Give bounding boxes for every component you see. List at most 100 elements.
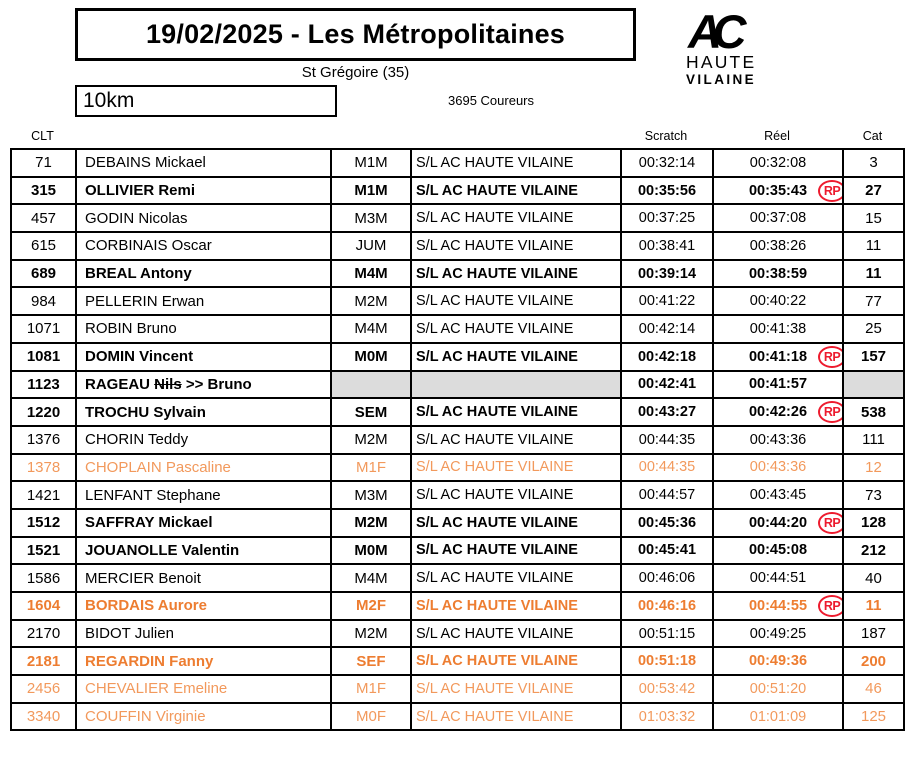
- rank-overall-cell: 457: [10, 203, 77, 234]
- runner-name-cell: CHORIN Teddy: [75, 424, 332, 455]
- category-code-cell: M2F: [330, 591, 412, 621]
- real-time-cell: 00:37:08: [712, 203, 844, 234]
- table-row: 1421 LENFANT Stephane M3M S/L AC HAUTE VILA…: [10, 480, 905, 510]
- logo-vilaine-text: VILAINE: [686, 71, 757, 87]
- scratch-time-cell: 00:45:41: [620, 535, 714, 566]
- club-logo: AC HAUTE VILAINE: [686, 5, 796, 87]
- scratch-time-cell: 00:44:57: [620, 480, 714, 510]
- real-time-cell: 00:49:25: [712, 618, 844, 649]
- rp-record-badge: RP: [818, 401, 841, 424]
- rank-overall-cell: 1071: [10, 314, 77, 344]
- rank-category-cell: 11: [842, 591, 905, 621]
- column-header-cat: Cat: [862, 129, 883, 143]
- category-code-cell: M3M: [330, 203, 412, 234]
- rank-overall-cell: 315: [10, 175, 77, 206]
- category-code-cell: M0F: [330, 701, 412, 732]
- runner-name-cell: RAGEAU Nils >> Bruno: [75, 369, 332, 400]
- runner-name-cell: DOMIN Vincent: [75, 341, 332, 372]
- logo-haute-text: HAUTE: [686, 52, 757, 73]
- runner-name-cell: OLLIVIER Remi: [75, 175, 332, 206]
- rank-category-cell: 46: [842, 674, 905, 704]
- category-code-cell: M0M: [330, 341, 412, 372]
- scratch-time-cell: 01:03:32: [620, 701, 714, 732]
- real-time-cell: 00:45:08: [712, 535, 844, 566]
- runner-name-cell: JOUANOLLE Valentin: [75, 535, 332, 566]
- scratch-time-cell: 00:32:14: [620, 148, 714, 178]
- table-row: 315 OLLIVIER Remi M1M S/L AC HAUTE VILAINE 0…: [10, 175, 905, 206]
- runner-name-cell: REGARDIN Fanny: [75, 646, 332, 677]
- club-cell: S/L AC HAUTE VILAINE: [410, 314, 622, 344]
- runner-name-cell: CORBINAIS Oscar: [75, 231, 332, 261]
- club-cell: S/L AC HAUTE VILAINE: [410, 507, 622, 538]
- results-table: 71 DEBAINS Mickael M1M S/L AC HAUTE VILAINE…: [10, 148, 905, 732]
- scratch-time-cell: 00:46:16: [620, 591, 714, 621]
- rank-category-cell: 128: [842, 507, 905, 538]
- scratch-time-cell: 00:39:14: [620, 258, 714, 289]
- rank-category-cell: 157: [842, 341, 905, 372]
- rank-category-cell: 111: [842, 424, 905, 455]
- scratch-time-cell: 00:51:15: [620, 618, 714, 649]
- rank-overall-cell: 2181: [10, 646, 77, 677]
- club-cell: S/L AC HAUTE VILAINE: [410, 563, 622, 593]
- logo-ac-monogram: AC: [688, 5, 746, 58]
- real-time-cell: 00:43:45: [712, 480, 844, 510]
- runner-name-cell: CHOPLAIN Pascaline: [75, 452, 332, 483]
- club-cell: S/L AC HAUTE VILAINE: [410, 341, 622, 372]
- club-cell: S/L AC HAUTE VILAINE: [410, 286, 622, 317]
- rank-overall-cell: 1123: [10, 369, 77, 400]
- runner-name-cell: BORDAIS Aurore: [75, 591, 332, 621]
- runner-name-cell: DEBAINS Mickael: [75, 148, 332, 178]
- real-time-cell: 00:40:22: [712, 286, 844, 317]
- table-row: 1512 SAFFRAY Mickael M2M S/L AC HAUTE VILAI…: [10, 507, 905, 538]
- club-cell: S/L AC HAUTE VILAINE: [410, 148, 622, 178]
- table-row: 1376 CHORIN Teddy M2M S/L AC HAUTE VILAINE 0…: [10, 424, 905, 455]
- real-time-cell: 00:43:36: [712, 452, 844, 483]
- real-time-cell: 00:49:36: [712, 646, 844, 677]
- table-row: 1123 RAGEAU Nils >> Bruno 00:42:41 00:41:57: [10, 369, 905, 400]
- table-row: 615 CORBINAIS Oscar JUM S/L AC HAUTE VILAIN…: [10, 231, 905, 261]
- rp-record-badge: RP: [818, 179, 841, 202]
- category-code-cell: M1M: [330, 148, 412, 178]
- real-time-cell: 00:35:43 RP: [712, 175, 844, 206]
- real-time-cell: 00:38:59: [712, 258, 844, 289]
- category-code-cell: M2M: [330, 507, 412, 538]
- event-location: St Grégoire (35): [301, 64, 410, 81]
- distance-box: 10km: [75, 85, 337, 117]
- rank-overall-cell: 1081: [10, 341, 77, 372]
- rank-category-cell: 25: [842, 314, 905, 344]
- category-code-cell: M2M: [330, 618, 412, 649]
- category-code-cell: [330, 369, 412, 400]
- table-row: 1586 MERCIER Benoit M4M S/L AC HAUTE VILAIN…: [10, 563, 905, 593]
- rank-category-cell: 11: [842, 231, 905, 261]
- rank-category-cell: 538: [842, 397, 905, 427]
- table-row: 689 BREAL Antony M4M S/L AC HAUTE VILAINE 00…: [10, 258, 905, 289]
- real-time-cell: 00:43:36: [712, 424, 844, 455]
- real-time-cell: 00:38:26: [712, 231, 844, 261]
- category-code-cell: M4M: [330, 314, 412, 344]
- rank-category-cell: 12: [842, 452, 905, 483]
- runner-name-cell: CHEVALIER Emeline: [75, 674, 332, 704]
- category-code-cell: M3M: [330, 480, 412, 510]
- category-code-cell: M4M: [330, 563, 412, 593]
- table-row: 1521 JOUANOLLE Valentin M0M S/L AC HAUTE VI…: [10, 535, 905, 566]
- rank-overall-cell: 2170: [10, 618, 77, 649]
- rank-overall-cell: 1521: [10, 535, 77, 566]
- real-time-cell: 00:44:20 RP: [712, 507, 844, 538]
- rank-category-cell: 200: [842, 646, 905, 677]
- club-cell: S/L AC HAUTE VILAINE: [410, 480, 622, 510]
- table-row: 1220 TROCHU Sylvain SEM S/L AC HAUTE VILAIN…: [10, 397, 905, 427]
- scratch-time-cell: 00:43:27: [620, 397, 714, 427]
- scratch-time-cell: 00:35:56: [620, 175, 714, 206]
- scratch-time-cell: 00:42:18: [620, 341, 714, 372]
- scratch-time-cell: 00:46:06: [620, 563, 714, 593]
- real-time-cell: 00:42:26 RP: [712, 397, 844, 427]
- runner-name-cell: TROCHU Sylvain: [75, 397, 332, 427]
- rank-overall-cell: 1586: [10, 563, 77, 593]
- rank-category-cell: 187: [842, 618, 905, 649]
- scratch-time-cell: 00:42:41: [620, 369, 714, 400]
- real-time-cell: 00:41:18 RP: [712, 341, 844, 372]
- scratch-time-cell: 00:45:36: [620, 507, 714, 538]
- rank-overall-cell: 3340: [10, 701, 77, 732]
- table-row: 2456 CHEVALIER Emeline M1F S/L AC HAUTE VIL…: [10, 674, 905, 704]
